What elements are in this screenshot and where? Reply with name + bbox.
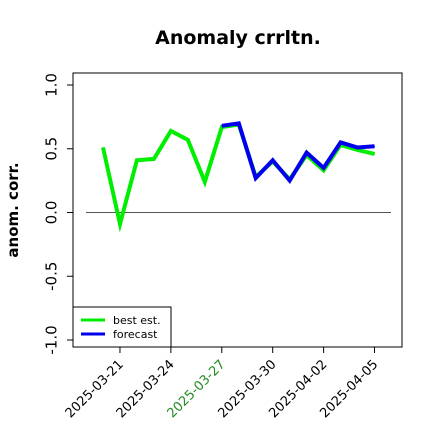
point-forecast-2025-04-03 (340, 141, 342, 143)
point-best-est-2025-03-20 (102, 146, 104, 148)
y-tick-label-0-5: 0.5 (43, 137, 61, 161)
legend-box (72, 306, 172, 348)
point-forecast-2025-03-27 (221, 125, 223, 127)
series-line-best-est (101, 122, 375, 233)
legend-label-forecast: forecast (113, 328, 158, 341)
series-line-forecast (221, 121, 375, 185)
y-axis: -1.0 -0.5 0.0 0.5 1.0 (43, 73, 73, 355)
y-tick-label-0-0: 0.0 (43, 201, 61, 225)
point-forecast-2025-03-28 (238, 122, 240, 124)
point-forecast-2025-03-29 (255, 177, 257, 179)
point-best-est-2025-04-05 (374, 153, 376, 155)
point-forecast-2025-03-31 (289, 180, 291, 182)
plot-frame (72, 72, 403, 348)
legend: best est. forecast (72, 306, 172, 348)
point-forecast-2025-04-04 (357, 146, 359, 148)
y-tick-label-neg0-5: -0.5 (43, 262, 61, 291)
point-best-est-2025-03-26 (204, 181, 206, 183)
legend-label-best-est: best est. (113, 314, 161, 327)
x-axis: 2025-03-212025-03-242025-03-272025-03-30… (63, 347, 381, 421)
point-best-est-2025-03-25 (187, 139, 189, 141)
point-forecast-2025-04-01 (306, 152, 308, 154)
point-forecast-2025-03-30 (272, 159, 274, 161)
point-forecast-2025-04-02 (323, 167, 325, 169)
point-best-est-2025-03-23 (153, 158, 155, 160)
series-layer (101, 121, 376, 233)
point-forecast-2025-04-05 (374, 145, 376, 147)
y-axis-label: anom. corr. (4, 162, 22, 257)
y-tick-label-neg1-0: -1.0 (43, 325, 61, 354)
point-best-est-2025-03-22 (136, 159, 138, 161)
point-best-est-2025-03-24 (170, 130, 172, 132)
point-best-est-2025-04-04 (357, 149, 359, 151)
point-best-est-2025-03-21 (119, 223, 121, 225)
chart-title: Anomaly crrltn. (155, 27, 321, 49)
y-tick-label-1-0: 1.0 (43, 73, 61, 97)
